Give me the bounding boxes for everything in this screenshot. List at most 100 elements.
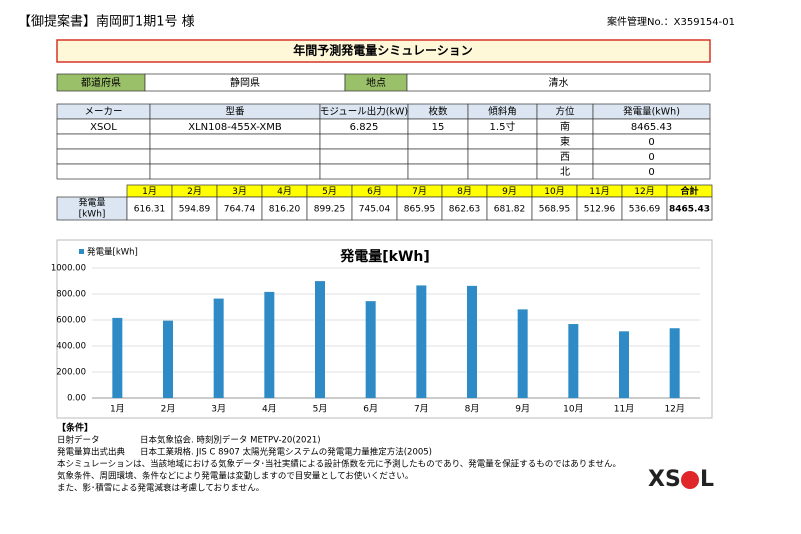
monthly-value-cell	[666, 196, 713, 221]
x-tick-label: 8月	[465, 404, 480, 415]
spec-cell: 6.825	[350, 122, 379, 133]
monthly-header: 10月	[544, 186, 564, 197]
logo-right: L	[700, 467, 714, 492]
note-key: 日射データ	[57, 435, 100, 446]
monthly-value: 862.63	[449, 205, 481, 215]
logo-dot	[681, 471, 699, 489]
chart-frame	[56, 239, 713, 419]
spec-empty-cell	[56, 163, 151, 180]
spec-header: 発電量(kWh)	[623, 106, 680, 118]
x-tick-label: 1月	[110, 404, 125, 415]
spec-empty-cell	[149, 133, 321, 150]
bar	[264, 291, 275, 398]
bar	[365, 301, 376, 398]
spec-empty-cell	[149, 163, 321, 180]
spec-empty-cell	[319, 148, 409, 165]
spec-cell: 8465.43	[631, 122, 672, 133]
spec-output: 0	[648, 167, 654, 178]
monthly-header: 8月	[457, 186, 472, 197]
bar	[416, 285, 427, 398]
bar	[568, 324, 579, 398]
legend-label: 発電量[kWh]	[87, 248, 138, 258]
spec-empty-cell	[467, 148, 538, 165]
monthly-header: 9月	[502, 186, 517, 197]
spec-output: 0	[648, 152, 654, 163]
bar	[315, 281, 325, 398]
site-label: 地点	[366, 76, 386, 89]
spec-direction: 北	[560, 166, 570, 178]
spec-empty-cell	[149, 148, 321, 165]
bar	[163, 320, 173, 398]
header-right: 案件管理No.：X359154-01	[607, 15, 735, 28]
spec-cell: XLN108-455X-XMB	[188, 122, 282, 133]
x-tick-label: 2月	[161, 404, 176, 415]
legend-swatch	[79, 249, 84, 254]
note-key: 発電量算出式出典	[57, 447, 126, 458]
y-tick-label: 800.00	[56, 290, 86, 300]
spec-empty-cell	[467, 133, 538, 150]
spec-header: 方位	[555, 106, 575, 118]
note-value: 日本工業規格. JIS C 8907 太陽光発電システムの発電電力量推定方法(2…	[140, 447, 432, 458]
spec-cell: 1.5寸	[490, 120, 516, 133]
spec-empty-cell	[407, 133, 469, 150]
monthly-value: 536.69	[629, 205, 661, 215]
x-tick-label: 4月	[262, 404, 277, 415]
spec-empty-cell	[467, 163, 538, 180]
title-box	[56, 39, 711, 63]
monthly-header: 6月	[367, 186, 382, 197]
monthly-header: 5月	[322, 186, 337, 197]
monthly-header: 11月	[589, 186, 609, 197]
monthly-value: 899.25	[314, 205, 346, 215]
monthly-label: [kWh]	[79, 210, 106, 220]
spec-cell: 南	[560, 120, 570, 133]
monthly-header: 12月	[634, 186, 654, 197]
monthly-value: 681.82	[494, 205, 526, 215]
x-tick-label: 5月	[313, 404, 328, 415]
spec-cell: 15	[432, 122, 445, 133]
monthly-header: 1月	[142, 186, 157, 197]
chart-title: 発電量[kWh]	[339, 248, 430, 265]
note-line: 本シミュレーションは、当該地域における気象データ･当社実績による設計係数を元に予…	[57, 459, 621, 470]
y-tick-label: 200.00	[56, 368, 86, 378]
monthly-value: 594.89	[179, 205, 211, 215]
monthly-header: 3月	[232, 186, 247, 197]
monthly-value: 8465.43	[669, 205, 710, 215]
monthly-header: 合計	[680, 185, 698, 197]
spec-header: 傾斜角	[488, 106, 517, 118]
pref-label: 都道府県	[81, 76, 121, 89]
bar	[669, 328, 680, 398]
x-tick-label: 10月	[563, 404, 583, 415]
monthly-value: 616.31	[134, 205, 166, 215]
x-tick-label: 6月	[363, 404, 378, 415]
header-left: 【御提案書】南岡町1期1号 様	[18, 14, 195, 30]
spec-header: 枚数	[428, 106, 448, 118]
y-tick-label: 1000.00	[51, 264, 86, 274]
y-tick-label: 0.00	[67, 394, 86, 404]
note-value: 日本気象協会. 時刻別データ METPV-20(2021)	[140, 435, 321, 446]
spec-empty-cell	[56, 133, 151, 150]
spec-output-cell	[592, 163, 711, 180]
x-tick-label: 11月	[614, 404, 634, 415]
logo-left: XS	[648, 467, 681, 492]
note-line: また、影･積雪による発電減衰は考慮しておりません。	[57, 483, 264, 494]
bar	[517, 309, 528, 398]
notes-heading: 【条件】	[57, 422, 93, 434]
bar	[619, 331, 629, 398]
monthly-value: 745.04	[359, 205, 391, 215]
note-line: 気象条件、周囲環境、条件などにより発電量は変動しますので目安量としてお使いくださ…	[57, 471, 413, 482]
y-tick-label: 400.00	[56, 342, 86, 352]
x-tick-label: 9月	[515, 404, 530, 415]
x-tick-label: 7月	[414, 404, 429, 415]
spec-empty-cell	[407, 148, 469, 165]
bar	[467, 285, 477, 398]
spec-empty-cell	[319, 163, 409, 180]
site: 清水	[549, 76, 569, 89]
spec-header: モジュール出力(kW)	[320, 106, 408, 118]
spec-empty-cell	[56, 148, 151, 165]
site-cell	[406, 73, 711, 92]
monthly-header: 7月	[412, 186, 427, 197]
x-tick-label: 3月	[211, 404, 226, 415]
spec-cell: XSOL	[90, 122, 117, 133]
y-tick-label: 600.00	[56, 316, 86, 326]
